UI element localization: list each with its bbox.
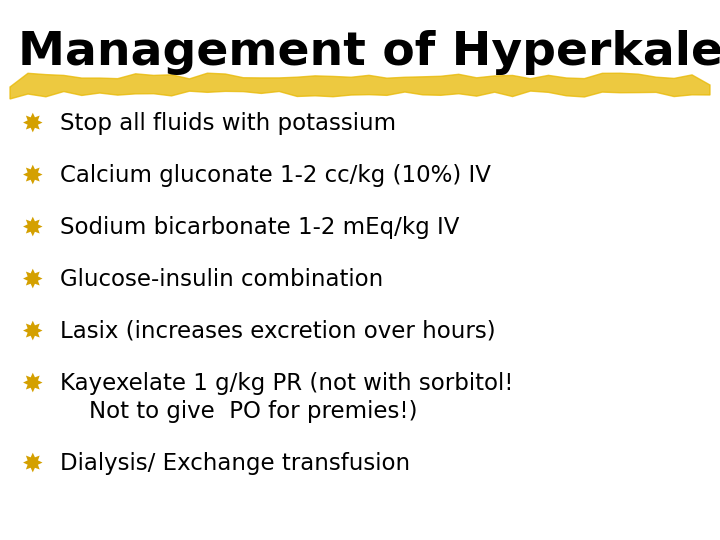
Text: ✸: ✸ (22, 112, 44, 138)
Text: ✸: ✸ (22, 268, 44, 294)
Text: ✸: ✸ (22, 216, 44, 242)
Text: ✸: ✸ (22, 452, 44, 478)
Text: Stop all fluids with potassium: Stop all fluids with potassium (60, 112, 396, 135)
Text: Dialysis/ Exchange transfusion: Dialysis/ Exchange transfusion (60, 452, 410, 475)
Text: Not to give  PO for premies!): Not to give PO for premies!) (60, 400, 418, 423)
Text: ✸: ✸ (22, 320, 44, 346)
Text: Kayexelate 1 g/kg PR (not with sorbitol!: Kayexelate 1 g/kg PR (not with sorbitol! (60, 372, 513, 395)
Text: Sodium bicarbonate 1-2 mEq/kg IV: Sodium bicarbonate 1-2 mEq/kg IV (60, 216, 459, 239)
Text: Glucose-insulin combination: Glucose-insulin combination (60, 268, 383, 291)
Text: ✸: ✸ (22, 372, 44, 398)
Polygon shape (10, 73, 710, 99)
Text: ✸: ✸ (22, 164, 44, 190)
Text: Calcium gluconate 1-2 cc/kg (10%) IV: Calcium gluconate 1-2 cc/kg (10%) IV (60, 164, 491, 187)
Text: Lasix (increases excretion over hours): Lasix (increases excretion over hours) (60, 320, 495, 343)
Text: Management of Hyperkalemia: Management of Hyperkalemia (18, 30, 720, 75)
